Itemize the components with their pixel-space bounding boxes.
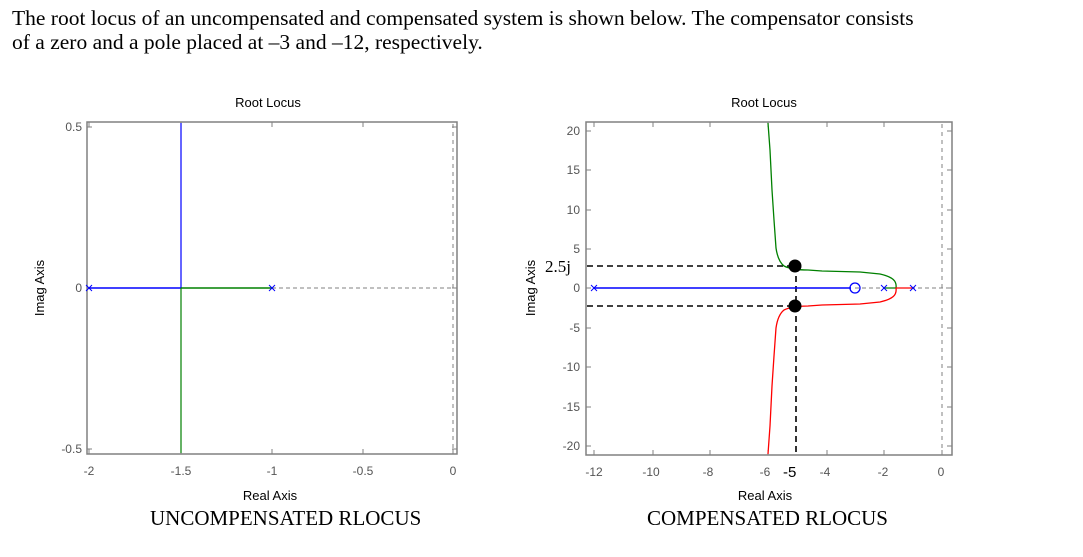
right-ytick-label: 10 — [567, 203, 581, 217]
compensated-root-locus-plot: Root Locus -12 -10 -8 -6 — [523, 95, 953, 503]
design-point-upper — [788, 259, 802, 273]
right-xtick-label: 0 — [938, 465, 945, 479]
left-plot-title: Root Locus — [235, 95, 301, 110]
pole-marker-icon — [590, 284, 598, 292]
right-xtick-label: -8 — [703, 465, 714, 479]
right-xtick-label: -10 — [642, 465, 660, 479]
right-xtick-label: -12 — [585, 465, 603, 479]
right-ytick-label: 0 — [573, 281, 580, 295]
right-plot-title: Root Locus — [731, 95, 797, 110]
right-y-axis-label: Imag Axis — [523, 259, 538, 316]
right-xtick-label: -2 — [878, 465, 889, 479]
left-x-ticks — [87, 122, 457, 454]
right-ytick-label: -15 — [563, 400, 581, 414]
uncompensated-root-locus-plot: Root Locus -2 -1.5 -1 -0.5 0 0.5 0 -0.5 … — [32, 95, 458, 503]
right-ytick-label: -10 — [563, 360, 581, 374]
right-ytick-label: -5 — [569, 321, 580, 335]
right-xtick-label: -6 — [760, 465, 771, 479]
pole-marker-icon — [909, 284, 917, 292]
right-caption: COMPENSATED RLOCUS — [647, 506, 888, 530]
pole-marker-icon — [85, 284, 93, 292]
left-xtick-label: -1 — [267, 464, 278, 478]
left-ytick-label: 0 — [75, 281, 82, 295]
design-point-lower — [788, 299, 802, 313]
left-xtick-label: -2 — [84, 464, 95, 478]
left-x-axis-label: Real Axis — [243, 488, 298, 503]
intro-text: The root locus of an uncompensated and c… — [12, 6, 1082, 54]
left-y-axis-label: Imag Axis — [32, 259, 47, 316]
right-x-axis-label: Real Axis — [738, 488, 793, 503]
left-xtick-label: 0 — [450, 464, 457, 478]
right-ytick-label: 20 — [567, 124, 581, 138]
annotation-bg — [782, 462, 802, 480]
right-xtick-label: -4 — [820, 465, 831, 479]
annotation-guides — [587, 265, 797, 454]
pole-marker-icon — [268, 284, 276, 292]
left-xtick-label: -0.5 — [353, 464, 374, 478]
intro-line-2: of a zero and a pole placed at –3 and –1… — [12, 30, 483, 54]
pole-marker-icon — [880, 284, 888, 292]
right-ytick-label: 15 — [567, 163, 581, 177]
left-xtick-label: -1.5 — [171, 464, 192, 478]
annotation-minus-5: -5 — [783, 464, 796, 481]
annotation-bg — [544, 256, 566, 276]
left-caption: UNCOMPENSATED RLOCUS — [150, 506, 422, 530]
annotation-2-5j: 2.5j — [545, 257, 571, 276]
zero-marker-icon — [849, 282, 861, 294]
intro-line-1: The root locus of an uncompensated and c… — [12, 6, 914, 30]
left-ytick-label: 0.5 — [65, 120, 82, 134]
right-ytick-label: -20 — [563, 439, 581, 453]
right-ytick-label: 5 — [573, 242, 580, 256]
left-ytick-label: -0.5 — [61, 442, 82, 456]
